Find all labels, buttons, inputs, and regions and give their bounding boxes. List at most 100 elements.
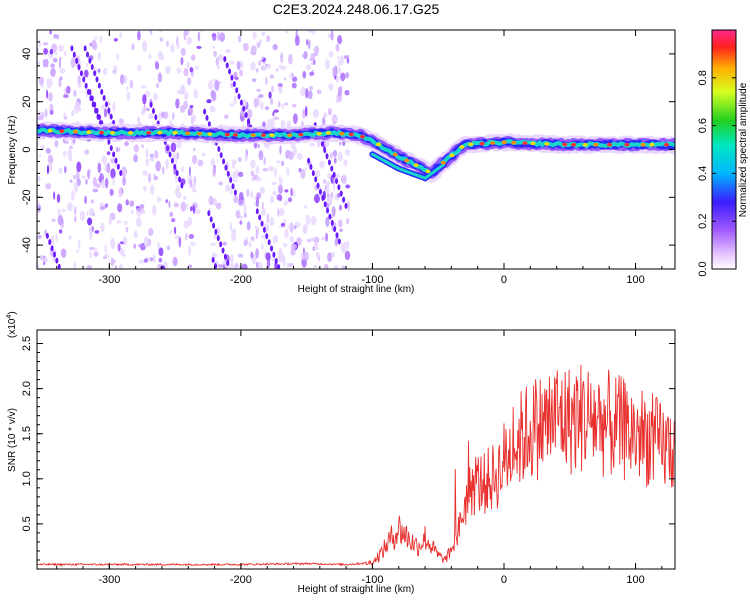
spectrogram-noise-speckle [186,76,192,86]
spectrogram-noise-speckle [335,43,340,52]
spectrogram-hot-spot [157,130,163,135]
spectrogram-noise-speckle [61,208,66,213]
spectrogram-noise-speckle [261,234,267,239]
spectrogram-noise-speckle [325,180,330,187]
spectrogram-hot-spot [325,131,331,135]
spectrogram-noise-speckle [141,85,147,89]
spectrogram-streak-dot [314,176,318,183]
spectrogram-noise-speckle [300,168,306,179]
spectrogram-streak-dot [107,107,111,114]
spectrogram-noise-speckle [252,78,257,82]
spectrogram-noise-speckle [126,91,131,101]
spectrogram-noise-speckle [303,50,308,60]
spectrogram-streak-dot [262,226,266,233]
spectrogram-streak-dot [332,171,336,178]
spectrogram-hot-spot [86,130,92,134]
spectrogram-streak-dot [307,157,311,164]
spectrogram-noise-speckle [269,118,275,128]
spectrogram-noise-speckle [261,243,264,251]
spectrogram-noise-speckle [42,58,48,68]
spectrogram-streak-dot [244,112,248,119]
colorbar-gradient [711,29,737,270]
spectrogram-noise-speckle [219,32,226,42]
spectrogram-noise-speckle [180,57,184,66]
spectrogram-noise-speckle [159,37,164,42]
spectrogram-noise-speckle [288,53,293,65]
spectrogram-streak-dot [311,170,315,177]
spectrogram-noise-speckle [242,42,249,52]
spectrogram-noise-speckle [287,197,293,203]
spectrogram-hot-spot [392,152,398,157]
spectrogram-noise-speckle [247,108,253,119]
spectrogram-noise-speckle [309,58,316,62]
spectrogram-noise-speckle [276,160,281,164]
spectrogram-noise-speckle [92,188,99,193]
spectrogram-noise-speckle [258,149,264,161]
spectrogram-noise-speckle [54,51,58,56]
spectrogram-noise-speckle [210,90,216,98]
spectrogram-noise-speckle [168,200,171,209]
spectrogram-noise-speckle [103,255,107,260]
spectrogram-noise-speckle [77,75,81,84]
spectrogram-noise-speckle [339,228,343,233]
spectrogram-noise-speckle [54,140,59,148]
spectrogram-noise-speckle [244,213,247,218]
spectrogram-noise-speckle [90,199,95,204]
spectrogram-hot-spot [224,132,230,137]
spectrogram-noise-speckle [254,195,257,201]
spectrogram-streak-dot [211,256,215,263]
spectrogram-noise-speckle [311,30,316,35]
spectrogram-noise-speckle [86,63,89,67]
spectrogram-streak-dot [272,251,276,258]
colorbar-ticks: 0.0 0.2 0.4 0.6 0.8 [697,70,736,277]
spectrogram-streak-dot [170,157,174,164]
spectrogram-noise-speckle [71,109,75,117]
colorbar: 0.0 0.2 0.4 0.6 0.8 Normalized spectral ampl… [697,29,749,277]
spectrogram-noise-speckle [50,78,53,87]
spectrogram-noise-speckle [309,237,315,242]
spectrogram-noise-speckle [280,119,286,130]
spectrogram-noise-speckle [269,195,275,204]
spectrogram-noise-speckle [118,263,124,269]
spectrogram-noise-speckle [242,199,246,207]
snr-y-label: SNR (10 * v/v) [7,408,18,472]
spectrogram-noise-speckle [337,193,341,198]
spectrogram-streak-dot [173,163,177,170]
spectrogram-noise-speckle [117,243,121,252]
spectrogram-noise-speckle [331,206,336,217]
spectrogram-noise-speckle [304,204,308,209]
spectrogram-noise-speckle [302,71,307,79]
spectrogram-streak-dot [270,245,274,252]
spectrogram-noise-speckle [212,45,216,49]
spectrogram-noise-speckle [255,261,259,269]
spectrogram-noise-speckle [148,227,154,237]
spectrogram-streak-dot [149,101,153,108]
snr-x-tick-label: -100 [361,574,383,586]
spectrogram-noise-speckle [158,111,162,122]
spectrogram-noise-speckle [67,202,73,212]
spectrogram-hot-spot [404,158,410,163]
spectrogram-noise-speckle [94,230,100,234]
spectrogram-noise-speckle [58,57,62,69]
snr-x-label: Height of straight line (km) [298,584,415,595]
spectrogram-noise-speckle [222,241,227,246]
spectrogram-noise-speckle [129,79,134,89]
spectrogram-noise-speckle [142,94,147,105]
spectrogram-noise-speckle [209,105,216,113]
spectrogram-noise-speckle [229,186,233,195]
spectrogram-noise-speckle [305,88,309,99]
spectrogram-noise-speckle [239,220,243,225]
spectrogram-noise-speckle [189,66,194,73]
spectrogram-noise-speckle [115,146,119,152]
spectrogram-noise-speckle [268,91,272,99]
spectrogram-noise-speckle [154,150,159,159]
spectrogram-noise-speckle [139,242,146,251]
spectrogram-noise-speckle [346,57,350,64]
spectrogram-noise-speckle [122,176,126,186]
spectrogram-noise-speckle [103,67,108,76]
spectrogram-streak-dot [219,241,223,248]
spectrogram-streak-dot [94,107,98,114]
spectrogram-noise-speckle [184,91,189,101]
spectrogram-hot-spot [250,133,256,137]
